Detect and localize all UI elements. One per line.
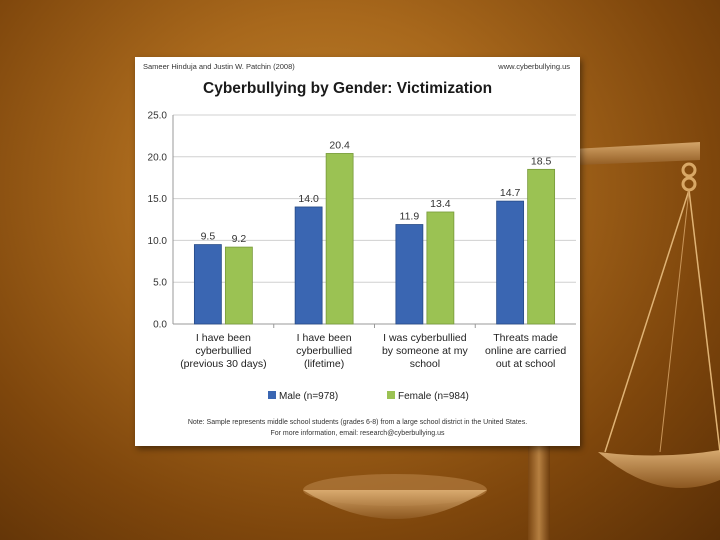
category-label: I was cyberbullied <box>383 332 467 344</box>
legend-swatch-female <box>387 391 395 399</box>
legend-label: Female (n=984) <box>398 391 469 402</box>
category-label: school <box>410 358 440 370</box>
category-label: cyberbullied <box>195 345 251 357</box>
credit-website: www.cyberbullying.us <box>498 62 570 71</box>
category-label: (previous 30 days) <box>180 358 266 370</box>
bar-female <box>527 168 556 325</box>
bar-chart: 0.05.010.015.020.025.09.5 9.2I have beenc… <box>148 111 576 402</box>
bar-male <box>294 206 323 325</box>
note-contact: For more information, email: research@cy… <box>270 430 445 437</box>
bar-male <box>496 200 525 325</box>
category-label: by someone at my <box>382 345 469 357</box>
legend-label: Male (n=978) <box>279 391 338 402</box>
category-label: online are carried <box>485 345 566 357</box>
legend-swatch-male <box>268 391 276 399</box>
data-label: 18.5 <box>531 155 552 167</box>
note-sample: Note: Sample represents middle school st… <box>187 419 528 426</box>
category-label: Threats made <box>493 332 558 344</box>
chart-title: Cyberbullying by Gender: Victimization <box>203 80 493 97</box>
bar-female <box>224 246 253 325</box>
data-label: 20.4 <box>329 139 350 151</box>
chart-card: Sameer Hinduja and Justin W. Patchin (20… <box>135 57 580 446</box>
category-label: (lifetime) <box>304 358 344 370</box>
y-tick-label: 25.0 <box>148 111 168 122</box>
category-label: out at school <box>496 358 556 370</box>
y-tick-label: 10.0 <box>148 236 168 247</box>
y-tick-label: 5.0 <box>153 278 167 289</box>
credit-authors: Sameer Hinduja and Justin W. Patchin (20… <box>143 62 295 71</box>
bar-female <box>325 153 354 325</box>
data-label: 9.2 <box>232 233 247 245</box>
category-label: cyberbullied <box>296 345 352 357</box>
data-label: 13.4 <box>430 198 451 210</box>
data-label: 14.0 <box>298 193 319 205</box>
data-label: 14.7 <box>500 187 521 199</box>
data-label: 11.9 <box>400 211 420 223</box>
bar-female <box>426 211 455 325</box>
category-label: I have been <box>297 332 352 344</box>
bar-male <box>395 224 424 325</box>
bar-male <box>193 244 222 325</box>
y-tick-label: 20.0 <box>148 152 168 163</box>
y-tick-label: 15.0 <box>148 194 168 205</box>
category-label: I have been <box>196 332 251 344</box>
y-tick-label: 0.0 <box>153 320 167 331</box>
data-label: 9.5 <box>201 231 216 243</box>
